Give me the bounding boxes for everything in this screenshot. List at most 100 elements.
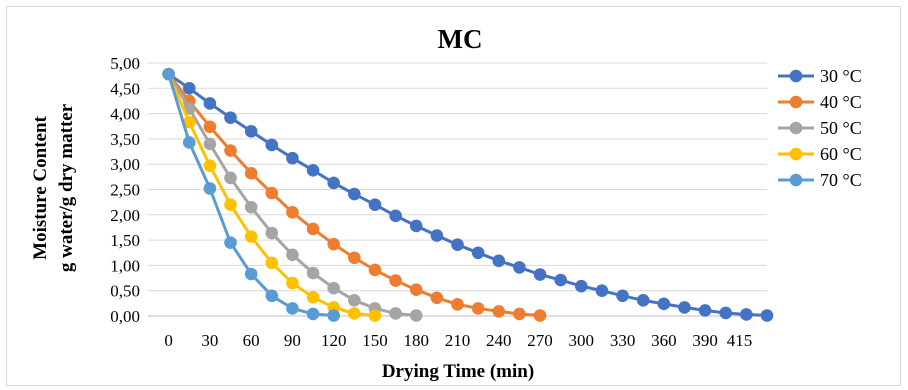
- data-point: [616, 289, 629, 303]
- data-point: [327, 309, 341, 322]
- data-point: [554, 273, 567, 287]
- y-tick-label: 1,00: [110, 256, 140, 275]
- data-point: [492, 305, 506, 318]
- data-point: [348, 251, 361, 265]
- legend: 30 °C 40 °C 50 °C 60 °C 70 °C: [778, 66, 862, 190]
- legend-entry: 40 °C: [778, 92, 862, 112]
- data-point: [740, 308, 753, 321]
- data-point: [265, 186, 279, 200]
- data-point: [451, 298, 464, 311]
- data-point: [265, 138, 279, 152]
- x-tick-label: 300: [569, 331, 595, 350]
- data-point: [471, 246, 485, 260]
- y-tick-label: 1,50: [110, 231, 140, 250]
- legend-entry: 70 °C: [778, 170, 862, 190]
- legend-marker: [789, 173, 803, 187]
- x-tick-label: 240: [486, 331, 512, 350]
- data-point: [203, 159, 217, 173]
- x-tick-label: 210: [445, 331, 471, 350]
- data-point: [595, 284, 609, 298]
- x-tick-label: 180: [403, 331, 429, 350]
- x-tick-label: 120: [321, 331, 347, 350]
- y-tick-label: 3,00: [110, 155, 140, 174]
- data-point: [306, 163, 320, 177]
- data-point: [327, 237, 341, 251]
- x-tick-label: 150: [362, 331, 388, 350]
- data-point: [368, 263, 382, 277]
- data-point: [451, 238, 464, 251]
- data-point: [575, 279, 588, 293]
- y-axis-title-line-1: Moisture Content: [30, 115, 51, 259]
- y-tick-label: 4,00: [110, 105, 140, 124]
- data-point: [286, 205, 299, 219]
- data-point: [719, 306, 733, 320]
- legend-entry: 50 °C: [778, 118, 862, 138]
- data-point: [348, 307, 361, 320]
- x-tick-label: 0: [164, 331, 173, 350]
- x-axis-title: Drying Time (min): [382, 361, 534, 382]
- data-point: [182, 136, 196, 149]
- x-tick-label: 415: [727, 331, 753, 350]
- data-point: [244, 200, 258, 214]
- x-tick-label: 90: [284, 331, 301, 350]
- data-point: [306, 307, 320, 321]
- data-point: [203, 97, 217, 110]
- chart-title: MC: [438, 24, 483, 54]
- data-point: [203, 120, 217, 134]
- data-point: [430, 291, 444, 305]
- y-tick-label: 0,50: [110, 282, 140, 301]
- data-point: [182, 82, 196, 95]
- series-5: [162, 67, 341, 322]
- x-tick-label: 360: [651, 331, 677, 350]
- data-point: [389, 307, 402, 320]
- data-point: [513, 307, 526, 321]
- data-point: [244, 230, 258, 243]
- data-point: [389, 274, 402, 287]
- legend-label: 40 °C: [820, 92, 862, 112]
- y-axis-title-line-2: g water/g dry matter: [56, 103, 77, 272]
- data-point: [265, 226, 279, 240]
- data-point: [286, 151, 299, 165]
- data-point: [698, 304, 712, 317]
- series-line: [167, 72, 768, 317]
- data-point: [306, 222, 320, 236]
- data-point: [306, 290, 320, 304]
- data-point: [224, 171, 237, 185]
- data-point: [286, 248, 299, 262]
- data-point: [430, 229, 444, 242]
- data-point: [327, 281, 341, 295]
- legend-label: 50 °C: [820, 118, 862, 138]
- data-point: [244, 167, 258, 180]
- x-tick-label: 270: [527, 331, 553, 350]
- data-point: [533, 268, 547, 281]
- data-point: [678, 301, 691, 314]
- series-1: [162, 67, 774, 322]
- y-tick-label: 4,50: [110, 79, 140, 98]
- data-point: [224, 144, 237, 157]
- data-point: [533, 309, 547, 322]
- legend-marker: [789, 147, 803, 161]
- data-point: [636, 294, 650, 307]
- data-point: [286, 276, 299, 290]
- chart-frame: [6, 6, 901, 386]
- data-point: [244, 267, 258, 281]
- legend-entry: 60 °C: [778, 144, 862, 164]
- legend-label: 60 °C: [820, 144, 862, 164]
- data-point: [368, 198, 382, 211]
- x-tick-label: 60: [243, 331, 260, 350]
- y-tick-label: 2,00: [110, 206, 140, 225]
- y-tick-label: 2,50: [110, 181, 140, 200]
- data-point: [244, 125, 258, 138]
- data-point: [224, 111, 237, 124]
- data-point: [409, 309, 423, 322]
- x-tick-label: 30: [201, 331, 218, 350]
- data-point: [203, 137, 217, 151]
- data-point: [471, 302, 485, 315]
- x-tick-label: 390: [692, 331, 718, 350]
- data-point: [203, 182, 217, 195]
- label-layer: 0,00 0,50 1,00 1,50 2,00 2,50 3,00 3,50 4,00 4,50…: [110, 54, 752, 350]
- data-point: [513, 261, 526, 274]
- data-point: [224, 236, 237, 249]
- data-point: [286, 302, 299, 315]
